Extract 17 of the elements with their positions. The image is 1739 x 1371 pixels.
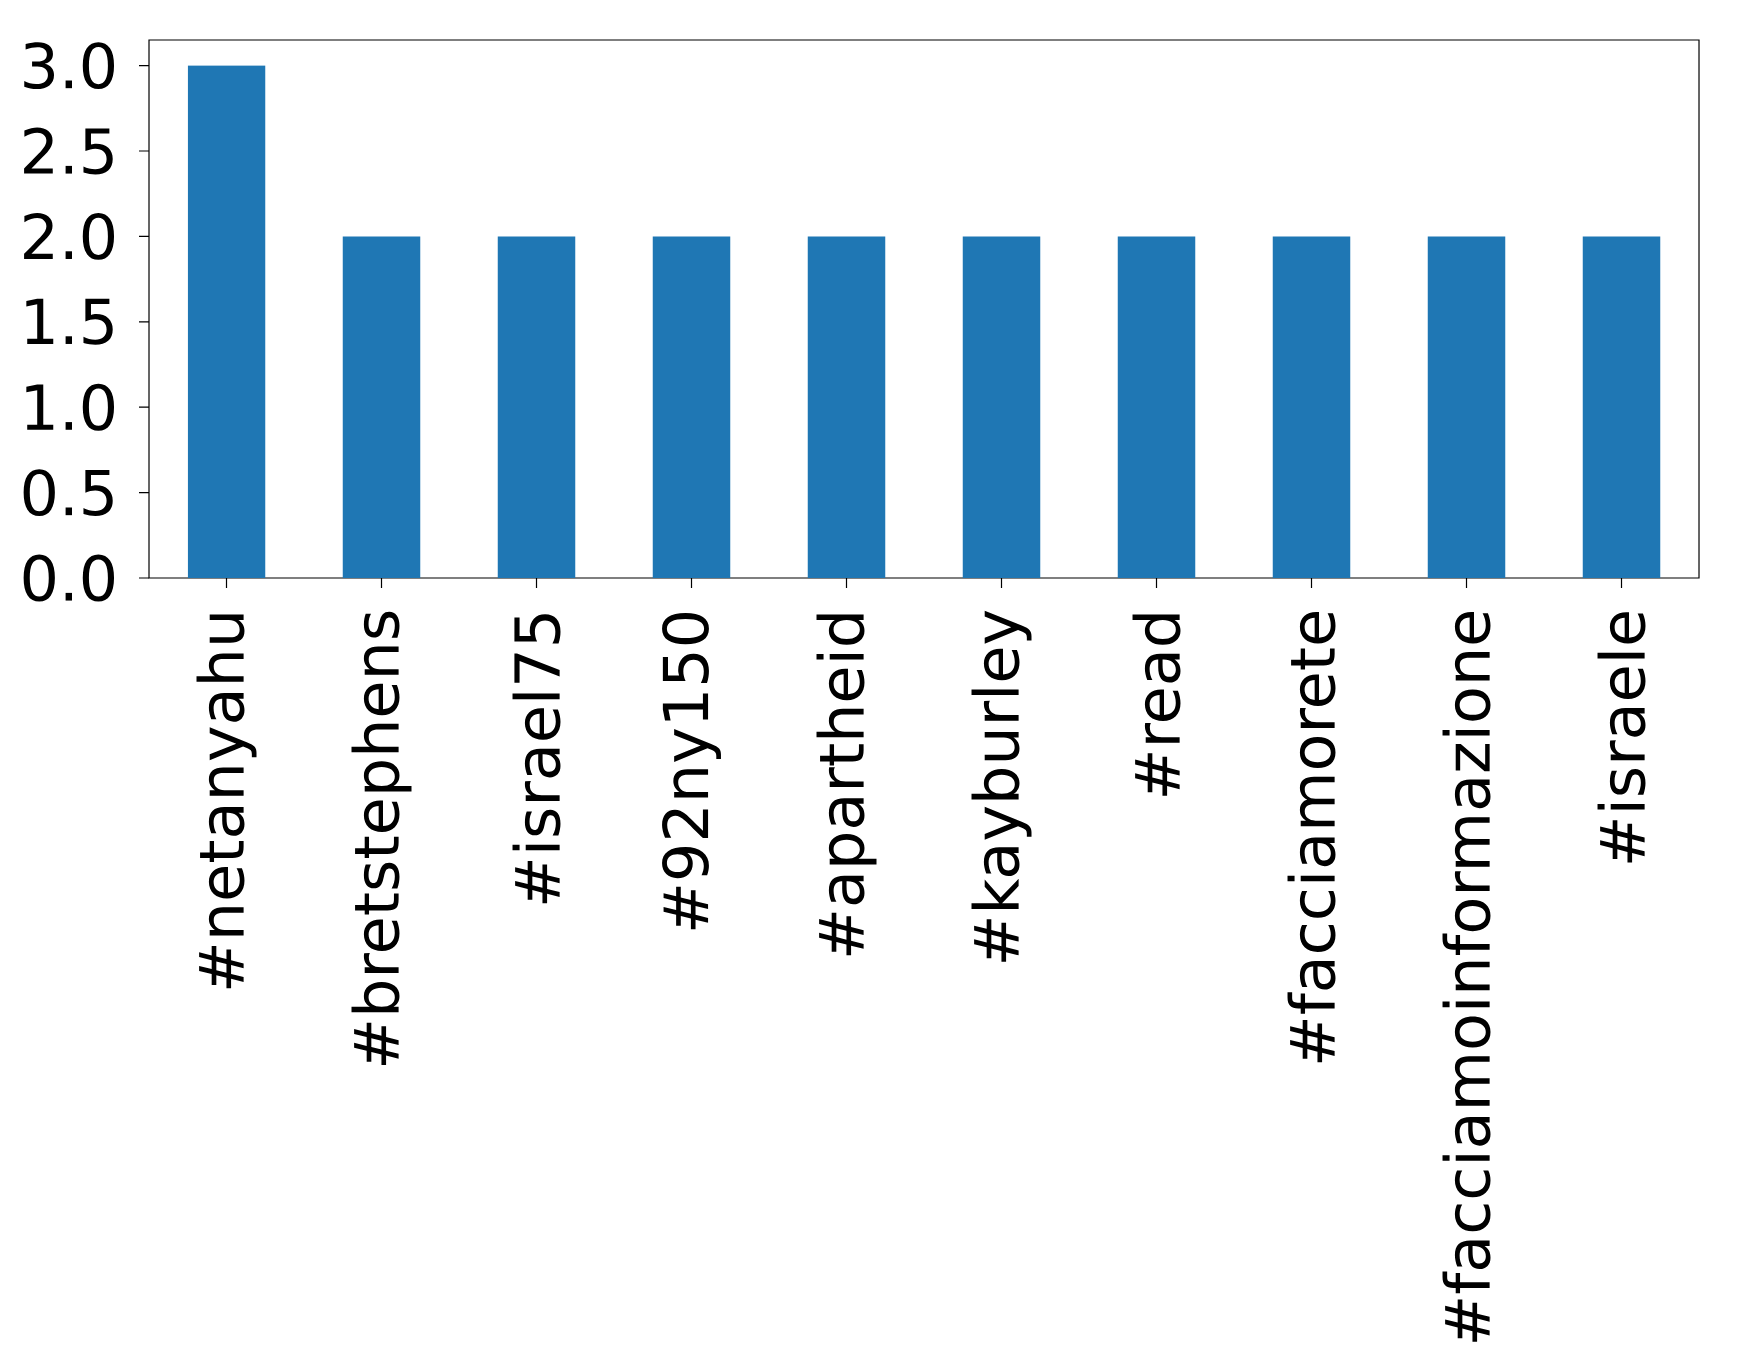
y-tick-label: 3.0 xyxy=(24,42,115,90)
x-tick-label: #apartheid xyxy=(816,614,877,956)
x-tick-label: #netanyahu xyxy=(196,614,257,989)
x-tick-label: #facciamoinformazione xyxy=(1442,612,1491,1342)
y-tick-label: 1.0 xyxy=(26,383,115,431)
y-tick-label: 0.0 xyxy=(23,554,115,602)
x-tick-label: #israel75 xyxy=(512,614,561,904)
y-tick-label: 1.5 xyxy=(26,298,113,345)
y-tick-label: 0.5 xyxy=(23,469,113,517)
x-tick-label: #bretstephens xyxy=(351,611,412,1066)
x-tick-label: #92ny150 xyxy=(662,613,721,930)
x-tick-label: #israele xyxy=(1597,612,1646,863)
y-tick-label: 2.5 xyxy=(24,127,113,175)
y-tick-label: 2.0 xyxy=(24,212,115,260)
x-tick-label: #kayburley xyxy=(971,610,1032,962)
x-tick-label: #facciamorete xyxy=(1287,612,1336,1063)
x-tick-label: #read xyxy=(1132,614,1181,796)
